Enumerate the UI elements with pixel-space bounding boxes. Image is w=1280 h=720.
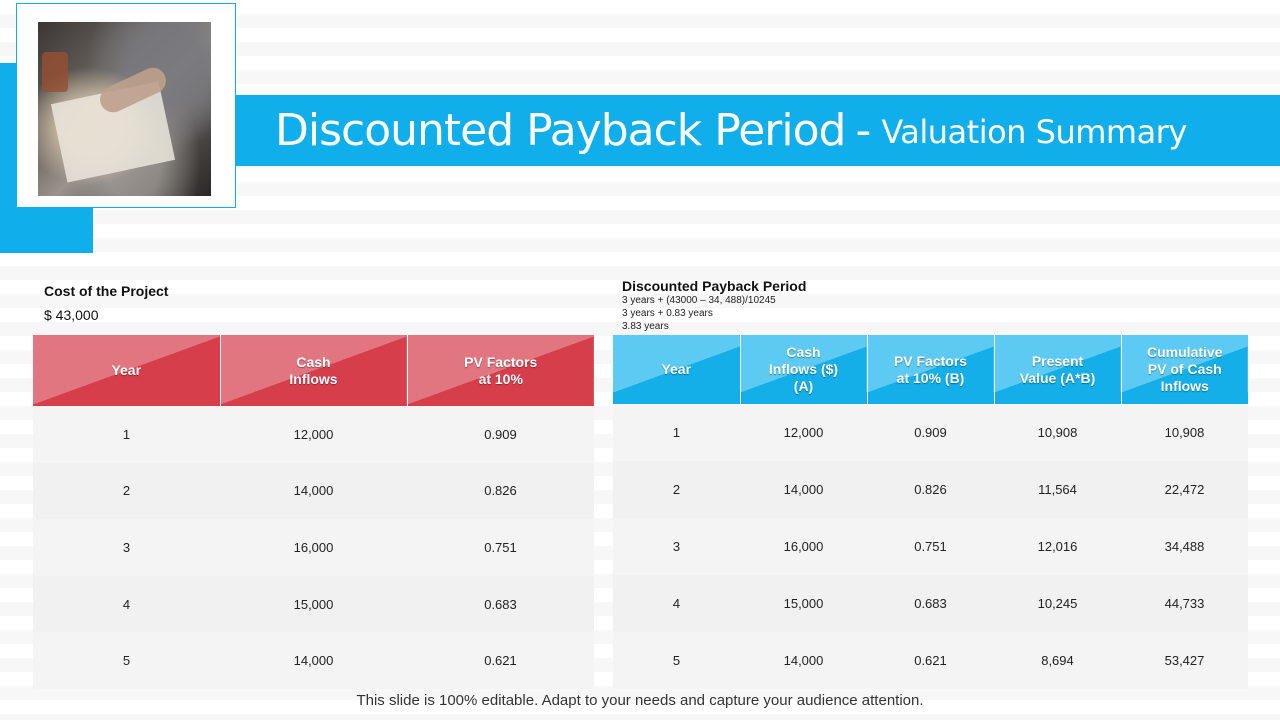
column-header-year: Year: [613, 335, 741, 404]
cell-present-value: 10,908: [994, 404, 1121, 461]
cell-year: 3: [33, 519, 220, 576]
table-row: 3 16,000 0.751 12,016 34,488: [613, 518, 1248, 575]
title-main: Discounted Payback Period: [275, 104, 846, 156]
cash-inflows-table: Year Cash Inflows PV Factors at 10% 1 12…: [33, 335, 594, 689]
cell-cumulative-pv: 34,488: [1121, 518, 1248, 575]
table-row: 4 15,000 0.683: [33, 575, 594, 633]
cell-year: 2: [613, 461, 740, 518]
cost-value: $ 43,000: [44, 307, 99, 323]
header-photo: [38, 22, 211, 196]
calc-line: 3 years + 0.83 years: [622, 308, 713, 319]
cell-year: 2: [33, 462, 220, 520]
column-header-cash-inflows: Cash Inflows ($) (A): [740, 335, 868, 404]
table-row: 1 12,000 0.909: [33, 406, 594, 463]
cell-cash-inflows: 14,000: [220, 462, 407, 520]
cell-pv-factor: 0.751: [867, 518, 994, 575]
cell-year: 4: [613, 575, 740, 632]
cell-year: 5: [33, 632, 220, 689]
cell-pv-factor: 0.909: [407, 406, 594, 463]
table-row: 1 12,000 0.909 10,908 10,908: [613, 404, 1248, 461]
cell-cumulative-pv: 10,908: [1121, 404, 1248, 461]
cell-cumulative-pv: 44,733: [1121, 575, 1248, 632]
cell-pv-factor: 0.683: [407, 575, 594, 633]
calc-result: 3.83 years: [622, 321, 669, 332]
column-header-present-value: Present Value (A*B): [994, 335, 1122, 404]
column-header-year: Year: [33, 335, 221, 406]
page-title: Discounted Payback Period - Valuation Su…: [275, 96, 1187, 164]
cell-year: 4: [33, 575, 220, 633]
cell-cash-inflows: 12,000: [740, 404, 867, 461]
payback-calculation: 3 years + (43000 – 34, 488)/10245 3 year…: [622, 294, 776, 333]
present-value-table: Year Cash Inflows ($) (A) PV Factors at …: [613, 335, 1248, 689]
cell-pv-factor: 0.826: [867, 461, 994, 518]
cell-pv-factor: 0.683: [867, 575, 994, 632]
cell-cash-inflows: 15,000: [220, 575, 407, 633]
cell-cash-inflows: 16,000: [220, 519, 407, 576]
cell-present-value: 12,016: [994, 518, 1121, 575]
cell-pv-factor: 0.909: [867, 404, 994, 461]
table-row: 5 14,000 0.621: [33, 632, 594, 689]
cell-cash-inflows: 15,000: [740, 575, 867, 632]
cell-pv-factor: 0.826: [407, 462, 594, 520]
cell-year: 5: [613, 632, 740, 689]
table-row: 5 14,000 0.621 8,694 53,427: [613, 632, 1248, 689]
table-header-row: Year Cash Inflows PV Factors at 10%: [33, 335, 594, 406]
title-bar: [236, 95, 1280, 166]
footer-note: This slide is 100% editable. Adapt to yo…: [356, 692, 924, 709]
cell-year: 1: [33, 406, 220, 463]
table-row: 2 14,000 0.826 11,564 22,472: [613, 461, 1248, 518]
table-row: 2 14,000 0.826: [33, 462, 594, 520]
calc-line: 3 years + (43000 – 34, 488)/10245: [622, 295, 776, 306]
cell-present-value: 8,694: [994, 632, 1121, 689]
title-separator: -: [855, 104, 872, 156]
cell-cash-inflows: 12,000: [220, 406, 407, 463]
column-header-cash-inflows: Cash Inflows: [220, 335, 408, 406]
cost-heading: Cost of the Project: [44, 283, 169, 299]
cell-cash-inflows: 16,000: [740, 518, 867, 575]
table-header-row: Year Cash Inflows ($) (A) PV Factors at …: [613, 335, 1248, 404]
photo-cup-shape: [42, 52, 68, 92]
cell-pv-factor: 0.621: [407, 632, 594, 689]
cell-year: 3: [613, 518, 740, 575]
column-header-pv-factors: PV Factors at 10% (B): [867, 335, 995, 404]
cell-cash-inflows: 14,000: [740, 461, 867, 518]
table-row: 4 15,000 0.683 10,245 44,733: [613, 575, 1248, 632]
cell-cumulative-pv: 22,472: [1121, 461, 1248, 518]
cell-cash-inflows: 14,000: [220, 632, 407, 689]
cell-present-value: 10,245: [994, 575, 1121, 632]
table-row: 3 16,000 0.751: [33, 519, 594, 576]
title-subtitle: Valuation Summary: [881, 113, 1187, 151]
column-header-cumulative-pv: Cumulative PV of Cash Inflows: [1121, 335, 1248, 404]
cell-pv-factor: 0.751: [407, 519, 594, 576]
cell-year: 1: [613, 404, 740, 461]
payback-heading: Discounted Payback Period: [622, 278, 807, 294]
cell-cash-inflows: 14,000: [740, 632, 867, 689]
cell-present-value: 11,564: [994, 461, 1121, 518]
column-header-pv-factors: PV Factors at 10%: [407, 335, 594, 406]
cell-cumulative-pv: 53,427: [1121, 632, 1248, 689]
cell-pv-factor: 0.621: [867, 632, 994, 689]
